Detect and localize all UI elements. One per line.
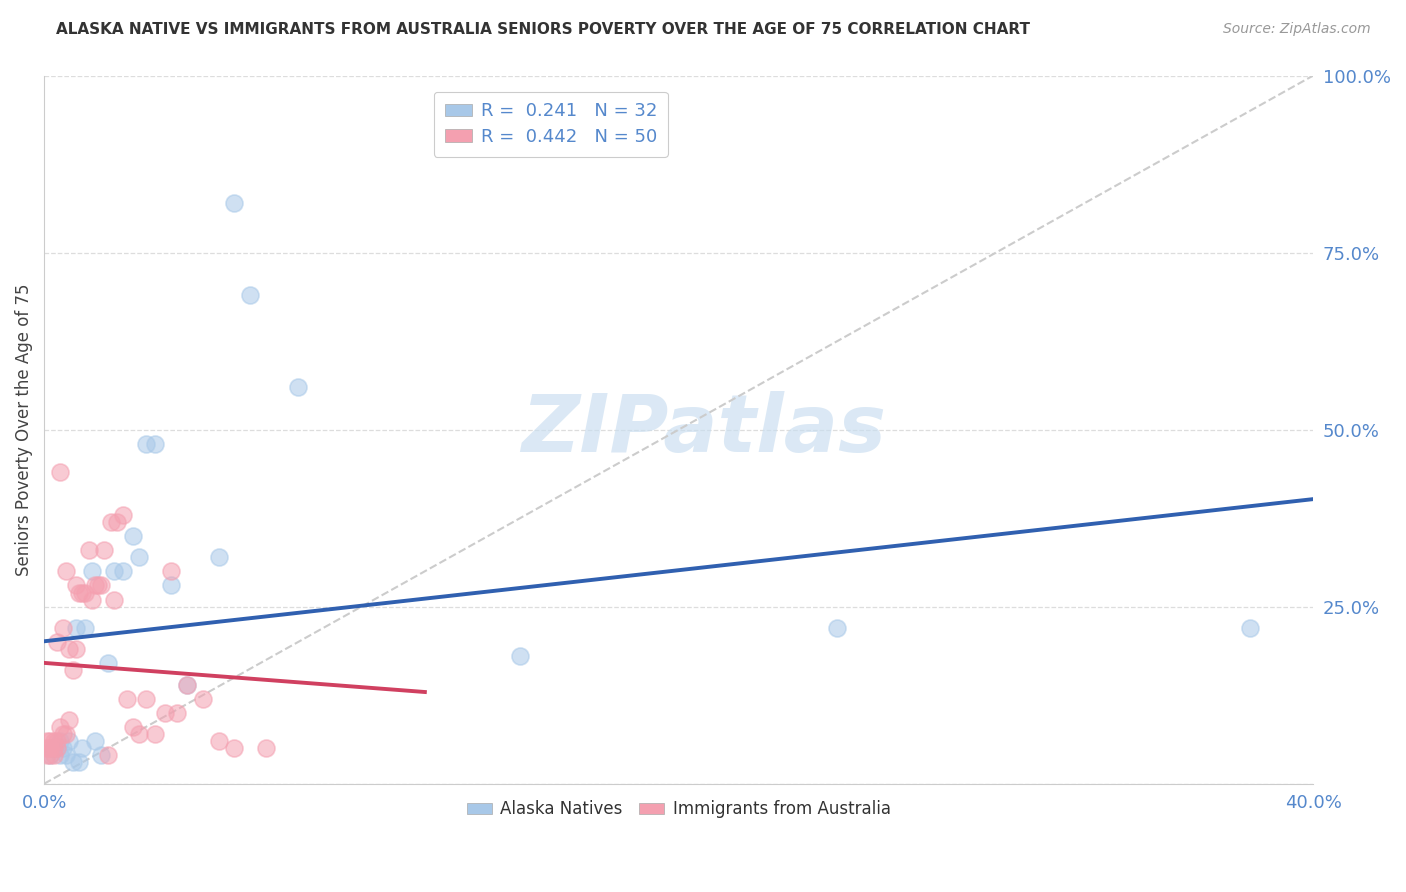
Point (143, 727, 166, 741)
Point (55, 748, 77, 763)
Point (70, 585, 93, 599)
Point (80, 592, 103, 607)
Point (1239, 621, 1261, 635)
Point (80, 564, 103, 578)
Point (122, 720, 145, 734)
Point (135, 437, 157, 451)
Point (135, 691, 157, 706)
Point (39, 734, 62, 748)
Point (191, 691, 214, 706)
Point (207, 734, 229, 748)
Point (224, 741, 246, 756)
Point (112, 508, 135, 522)
Point (55, 727, 77, 741)
Point (160, 578, 183, 592)
Point (83, 578, 105, 592)
Point (58, 713, 80, 727)
Point (239, 288, 262, 302)
Point (37, 734, 59, 748)
Point (52, 727, 75, 741)
Point (52, 741, 75, 756)
Point (509, 649, 531, 664)
Point (49, 720, 72, 734)
Point (224, 196, 246, 211)
Point (77, 543, 100, 558)
Point (827, 621, 849, 635)
Text: ZIPatlas: ZIPatlas (522, 391, 887, 468)
Point (75, 585, 97, 599)
Point (254, 741, 277, 756)
Point (52, 621, 75, 635)
Point (90, 748, 112, 763)
Point (103, 564, 125, 578)
Text: Source: ZipAtlas.com: Source: ZipAtlas.com (1223, 22, 1371, 37)
Point (39, 741, 62, 756)
Point (62, 664, 84, 678)
Point (42, 734, 65, 748)
Point (58, 642, 80, 657)
Point (207, 550, 229, 565)
Point (100, 515, 122, 529)
Point (37, 748, 59, 763)
Point (153, 706, 176, 720)
Point (45, 734, 67, 748)
Point (166, 706, 188, 720)
Point (112, 564, 135, 578)
Point (39, 748, 62, 763)
Y-axis label: Seniors Poverty Over the Age of 75: Seniors Poverty Over the Age of 75 (15, 284, 32, 576)
Legend: Alaska Natives, Immigrants from Australia: Alaska Natives, Immigrants from Australi… (460, 794, 897, 825)
Point (65, 621, 87, 635)
Point (42, 741, 65, 756)
Point (37, 741, 59, 756)
Point (122, 529, 145, 543)
Point (55, 564, 77, 578)
Point (45, 635, 67, 649)
Point (58, 734, 80, 748)
Point (45, 741, 67, 756)
Point (62, 756, 84, 770)
Text: ALASKA NATIVE VS IMMIGRANTS FROM AUSTRALIA SENIORS POVERTY OVER THE AGE OF 75 CO: ALASKA NATIVE VS IMMIGRANTS FROM AUSTRAL… (56, 22, 1031, 37)
Point (49, 465, 72, 479)
Point (49, 748, 72, 763)
Point (70, 741, 93, 756)
Point (42, 748, 65, 763)
Point (143, 437, 166, 451)
Point (97, 657, 120, 671)
Point (90, 578, 112, 592)
Point (75, 621, 97, 635)
Point (93, 543, 115, 558)
Point (105, 515, 128, 529)
Point (103, 592, 125, 607)
Point (287, 380, 309, 394)
Point (67, 756, 90, 770)
Point (45, 741, 67, 756)
Point (128, 727, 150, 741)
Point (65, 642, 87, 657)
Point (128, 550, 150, 565)
Point (115, 691, 138, 706)
Point (39, 748, 62, 763)
Point (97, 748, 120, 763)
Point (65, 578, 87, 592)
Point (49, 734, 72, 748)
Point (67, 585, 90, 599)
Point (87, 578, 110, 592)
Point (160, 564, 183, 578)
Point (176, 677, 198, 691)
Point (83, 734, 105, 748)
Point (42, 741, 65, 756)
Point (176, 677, 198, 691)
